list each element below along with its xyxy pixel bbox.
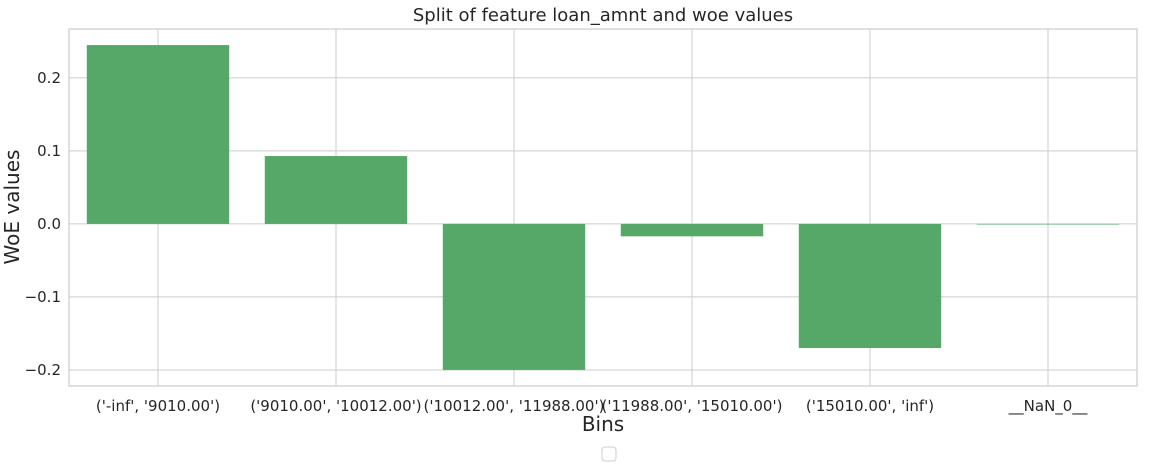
y-tick-label: 0.0 — [37, 215, 61, 233]
x-tick-label: ('11988.00', '15010.00') — [602, 397, 783, 415]
x-tick-label: __NaN_0__ — [1008, 397, 1088, 416]
x-tick-label: ('9010.00', '10012.00') — [250, 397, 421, 415]
x-tick-label: ('-inf', '9010.00') — [96, 397, 220, 415]
x-axis-label: Bins — [582, 412, 624, 436]
bar — [976, 223, 1120, 225]
bar — [264, 156, 408, 224]
bar — [798, 223, 942, 349]
plot-frame — [68, 28, 1138, 387]
y-tick-label: −0.1 — [25, 288, 61, 306]
bar — [442, 223, 586, 370]
chart-title: Split of feature loan_amnt and woe value… — [413, 5, 793, 26]
bar — [620, 223, 764, 237]
y-tick-labels: 0.2 0.1 0.0 −0.1 −0.2 — [25, 69, 61, 379]
y-tick-label: 0.1 — [37, 142, 61, 160]
x-tick-label: ('10012.00', '11988.00') — [424, 397, 605, 415]
x-tick-label: ('15010.00', 'inf') — [806, 397, 934, 415]
bar — [86, 45, 230, 224]
x-tick-labels: ('-inf', '9010.00') ('9010.00', '10012.00… — [96, 397, 1088, 416]
legend-box — [601, 446, 617, 462]
bars — [86, 45, 1120, 370]
y-tick-label: −0.2 — [25, 361, 61, 379]
y-axis-label: WoE values — [0, 150, 24, 265]
y-tick-label: 0.2 — [37, 69, 61, 87]
